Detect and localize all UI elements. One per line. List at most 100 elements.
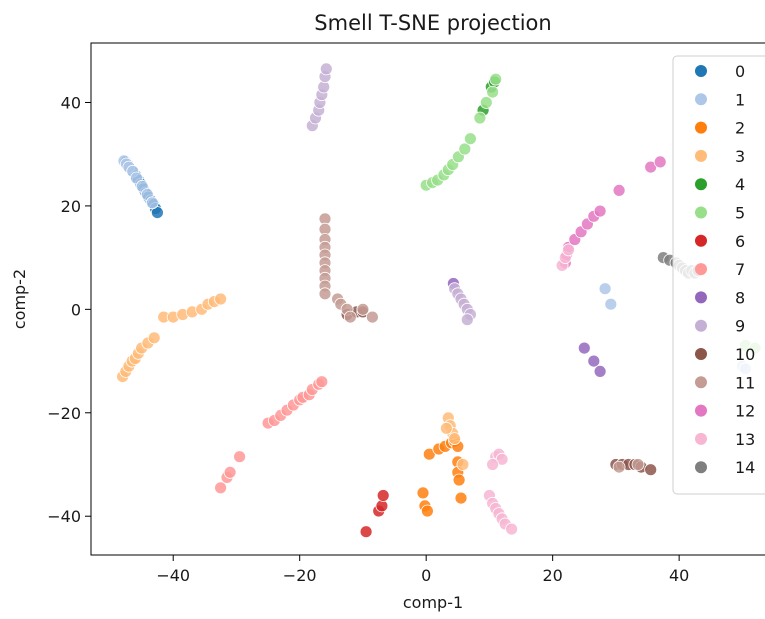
data-point <box>439 421 453 435</box>
data-point <box>448 432 462 446</box>
series-3 <box>116 292 470 471</box>
data-point <box>593 204 607 218</box>
data-point <box>562 243 575 257</box>
data-point <box>315 375 329 389</box>
data-point <box>456 458 470 471</box>
legend-item: 4 <box>695 175 745 194</box>
y-axis-label: comp-2 <box>10 269 29 329</box>
data-point <box>365 310 379 324</box>
x-axis: −40 −20 0 20 40 <box>156 555 689 585</box>
data-point <box>452 473 466 487</box>
legend-label: 13 <box>735 430 755 449</box>
data-point <box>214 481 228 495</box>
series-5 <box>419 72 762 355</box>
data-point <box>359 525 373 539</box>
x-tick-label: 20 <box>542 566 562 585</box>
data-point <box>593 364 607 378</box>
series-7 <box>214 375 329 495</box>
data-point <box>420 504 434 518</box>
legend-marker <box>695 93 707 106</box>
legend-item: 12 <box>695 402 755 421</box>
legend-label: 6 <box>735 232 745 251</box>
legend-marker <box>695 348 707 360</box>
data-points <box>116 62 762 539</box>
legend-marker <box>695 461 707 474</box>
y-tick-label: 0 <box>71 300 81 319</box>
legend-item: 6 <box>695 232 745 251</box>
y-axis: −40 −20 0 20 40 <box>47 93 91 526</box>
data-point <box>489 72 503 86</box>
legend-label: 11 <box>735 373 755 392</box>
y-tick-label: −40 <box>47 507 81 526</box>
legend-item: 5 <box>695 204 745 223</box>
data-point <box>343 310 357 324</box>
series-6 <box>359 489 390 539</box>
data-point <box>505 522 519 536</box>
legend-label: 2 <box>735 119 745 138</box>
data-point <box>454 491 468 505</box>
data-point <box>233 450 247 464</box>
legend-item: 3 <box>695 147 745 166</box>
data-point <box>147 331 161 345</box>
data-point <box>214 292 228 306</box>
data-point <box>587 354 601 368</box>
series-2 <box>416 434 468 518</box>
data-point <box>319 62 333 76</box>
series-8 <box>446 277 607 378</box>
legend-item: 2 <box>695 119 745 138</box>
legend-item: 9 <box>695 317 745 336</box>
legend-box <box>672 55 765 495</box>
data-point <box>460 313 474 327</box>
legend-marker <box>695 404 707 417</box>
legend-marker <box>695 234 707 247</box>
legend-marker <box>695 432 707 445</box>
data-point <box>612 183 626 197</box>
legend-label: 3 <box>735 147 745 166</box>
legend-marker <box>695 206 707 219</box>
legend-label: 10 <box>735 345 755 364</box>
y-tick-label: 20 <box>61 197 81 216</box>
legend-label: 9 <box>735 317 745 336</box>
legend-label: 4 <box>735 175 745 194</box>
legend-label: 12 <box>735 402 755 421</box>
y-tick-label: 40 <box>61 93 81 112</box>
data-point <box>479 96 493 109</box>
series-11 <box>318 212 645 474</box>
legend-item: 10 <box>695 345 755 364</box>
legend-marker <box>695 319 707 332</box>
data-point <box>463 132 477 146</box>
legend-marker <box>695 178 707 191</box>
x-tick-label: 0 <box>421 566 431 585</box>
legend-item: 8 <box>695 288 745 307</box>
legend-label: 0 <box>735 62 745 81</box>
legend-label: 7 <box>735 260 745 279</box>
data-point <box>604 297 618 311</box>
data-point <box>653 155 667 169</box>
data-point <box>486 85 500 99</box>
legend-label: 5 <box>735 204 745 223</box>
data-point <box>223 465 237 479</box>
data-point <box>145 196 159 210</box>
data-point <box>577 341 591 355</box>
data-point <box>416 486 430 500</box>
data-point <box>318 287 332 301</box>
legend-label: 1 <box>735 90 745 109</box>
data-point <box>356 302 370 316</box>
legend-marker <box>695 65 707 77</box>
series-12 <box>558 155 667 270</box>
data-point <box>458 142 472 156</box>
legend-label: 14 <box>735 458 755 477</box>
legend-marker <box>695 376 707 389</box>
x-tick-label: 40 <box>669 566 689 585</box>
legend-item: 11 <box>695 373 755 392</box>
x-tick-label: −20 <box>283 566 317 585</box>
legend-item: 14 <box>695 458 755 477</box>
legend-item: 13 <box>695 430 755 449</box>
legend-marker <box>695 149 707 162</box>
data-point <box>644 463 658 477</box>
data-point <box>612 460 626 474</box>
x-axis-label: comp-1 <box>403 593 463 612</box>
